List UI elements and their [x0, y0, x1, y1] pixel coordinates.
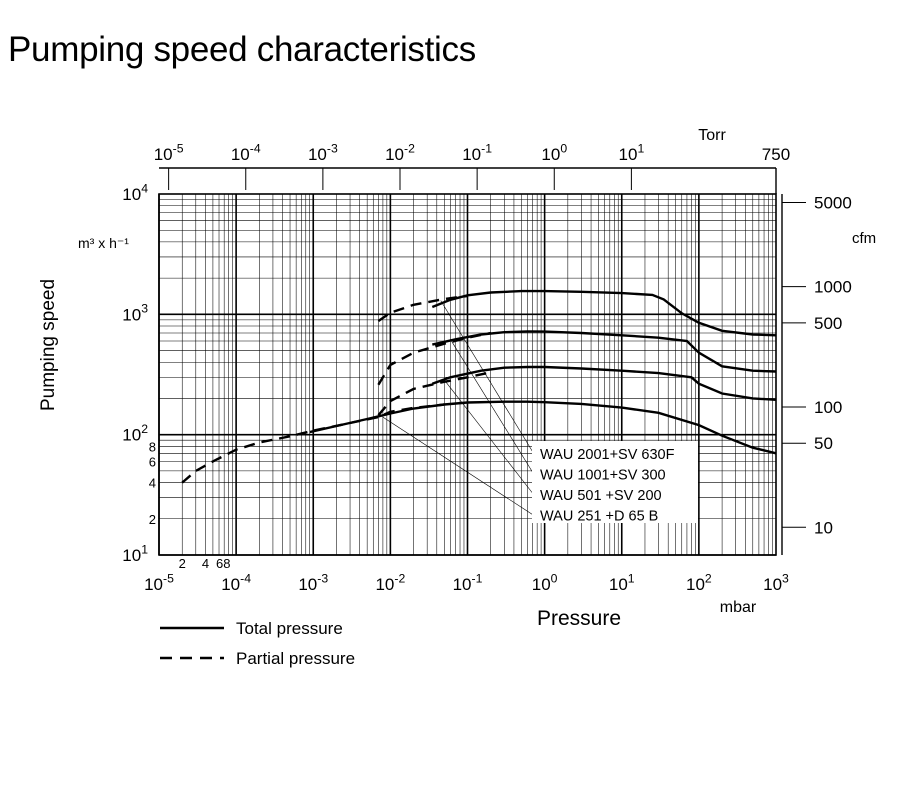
top-tick-label: 10-1: [462, 141, 492, 164]
partial-pressure-curve: [377, 331, 491, 386]
series-label: WAU 501 +SV 200: [540, 488, 662, 504]
x-minor-tick-label: 2: [179, 556, 186, 571]
total-pressure-curve: [432, 330, 777, 373]
leader-lines: [382, 300, 535, 516]
series-label: WAU 1001+SV 300: [540, 468, 666, 484]
total-pressure-curve: [309, 400, 777, 455]
top-tick-label: 100: [541, 141, 567, 164]
y-minor-tick-label: 8: [149, 439, 156, 454]
right-tick-label: 10: [814, 518, 833, 537]
top-tick-label: 10-2: [385, 141, 415, 164]
y-tick-label: 102: [122, 422, 148, 445]
top-tick-label: 101: [619, 141, 645, 164]
x-tick-label: 10-5: [144, 571, 174, 594]
y-tick-label: 101: [122, 542, 148, 565]
y-tick-label: 104: [122, 181, 148, 204]
x-tick-label: 101: [609, 571, 635, 594]
x-axis-unit: mbar: [720, 599, 757, 616]
top-tick-label: 10-5: [154, 141, 184, 164]
top-tick-label: 10-3: [308, 141, 338, 164]
series-label: WAU 251 +D 65 B: [540, 509, 658, 525]
series-leader-line: [382, 416, 535, 516]
x-tick-label: 10-1: [453, 571, 483, 594]
x-tick-label: 100: [532, 571, 558, 594]
right-tick-label: 5000: [814, 194, 852, 213]
total-pressure-curve: [431, 365, 777, 401]
y-minor-tick-label: 2: [149, 512, 156, 527]
partial-pressure-curve: [181, 403, 445, 484]
x-tick-label: 10-3: [298, 571, 328, 594]
x-tick-label: 103: [763, 571, 789, 594]
x-tick-label: 102: [686, 571, 712, 594]
series-label-background: [532, 441, 698, 523]
legend-label: Total pressure: [236, 619, 343, 638]
y-axis-title: Pumping speed: [38, 279, 59, 411]
series-labels: WAU 2001+SV 630F WAU 1001+SV 300 WAU 501 +…: [532, 441, 698, 525]
right-tick-label: 50: [814, 434, 833, 453]
top-tick-label: 10-4: [231, 141, 261, 164]
right-tick-label: 1000: [814, 278, 852, 297]
grid: [158, 194, 776, 556]
partial-pressure-curve: [377, 371, 491, 416]
x-tick-label: 10-4: [221, 571, 251, 594]
series-leader-line: [440, 300, 535, 455]
right-tick-label: 100: [814, 398, 842, 417]
legend-label: Partial pressure: [236, 649, 355, 668]
y-minor-tick-label: 4: [149, 476, 156, 491]
page-title: Pumping speed characteristics: [8, 30, 476, 69]
right-axis-unit: cfm: [852, 230, 876, 247]
y-minor-tick-label: 6: [149, 454, 156, 469]
partial-pressure-curve: [377, 294, 468, 322]
total-pressure-curve: [431, 289, 777, 337]
x-minor-tick-label: 4: [202, 556, 209, 571]
top-tick-label: 750: [762, 145, 790, 164]
series-leader-line: [444, 379, 535, 496]
series-label: WAU 2001+SV 630F: [540, 447, 675, 463]
x-axis-title: Pressure: [537, 607, 621, 630]
plot-frame: [158, 193, 777, 556]
x-tick-label: 10-2: [375, 571, 405, 594]
top-axis-unit: Torr: [698, 127, 726, 144]
series-leader-line: [450, 339, 535, 475]
x-minor-tick-label: 68: [216, 556, 230, 571]
y-axis-unit: m³ x h⁻¹: [78, 235, 129, 251]
series-layer: [181, 289, 777, 484]
y-tick-label: 103: [122, 302, 148, 325]
right-tick-label: 500: [814, 314, 842, 333]
